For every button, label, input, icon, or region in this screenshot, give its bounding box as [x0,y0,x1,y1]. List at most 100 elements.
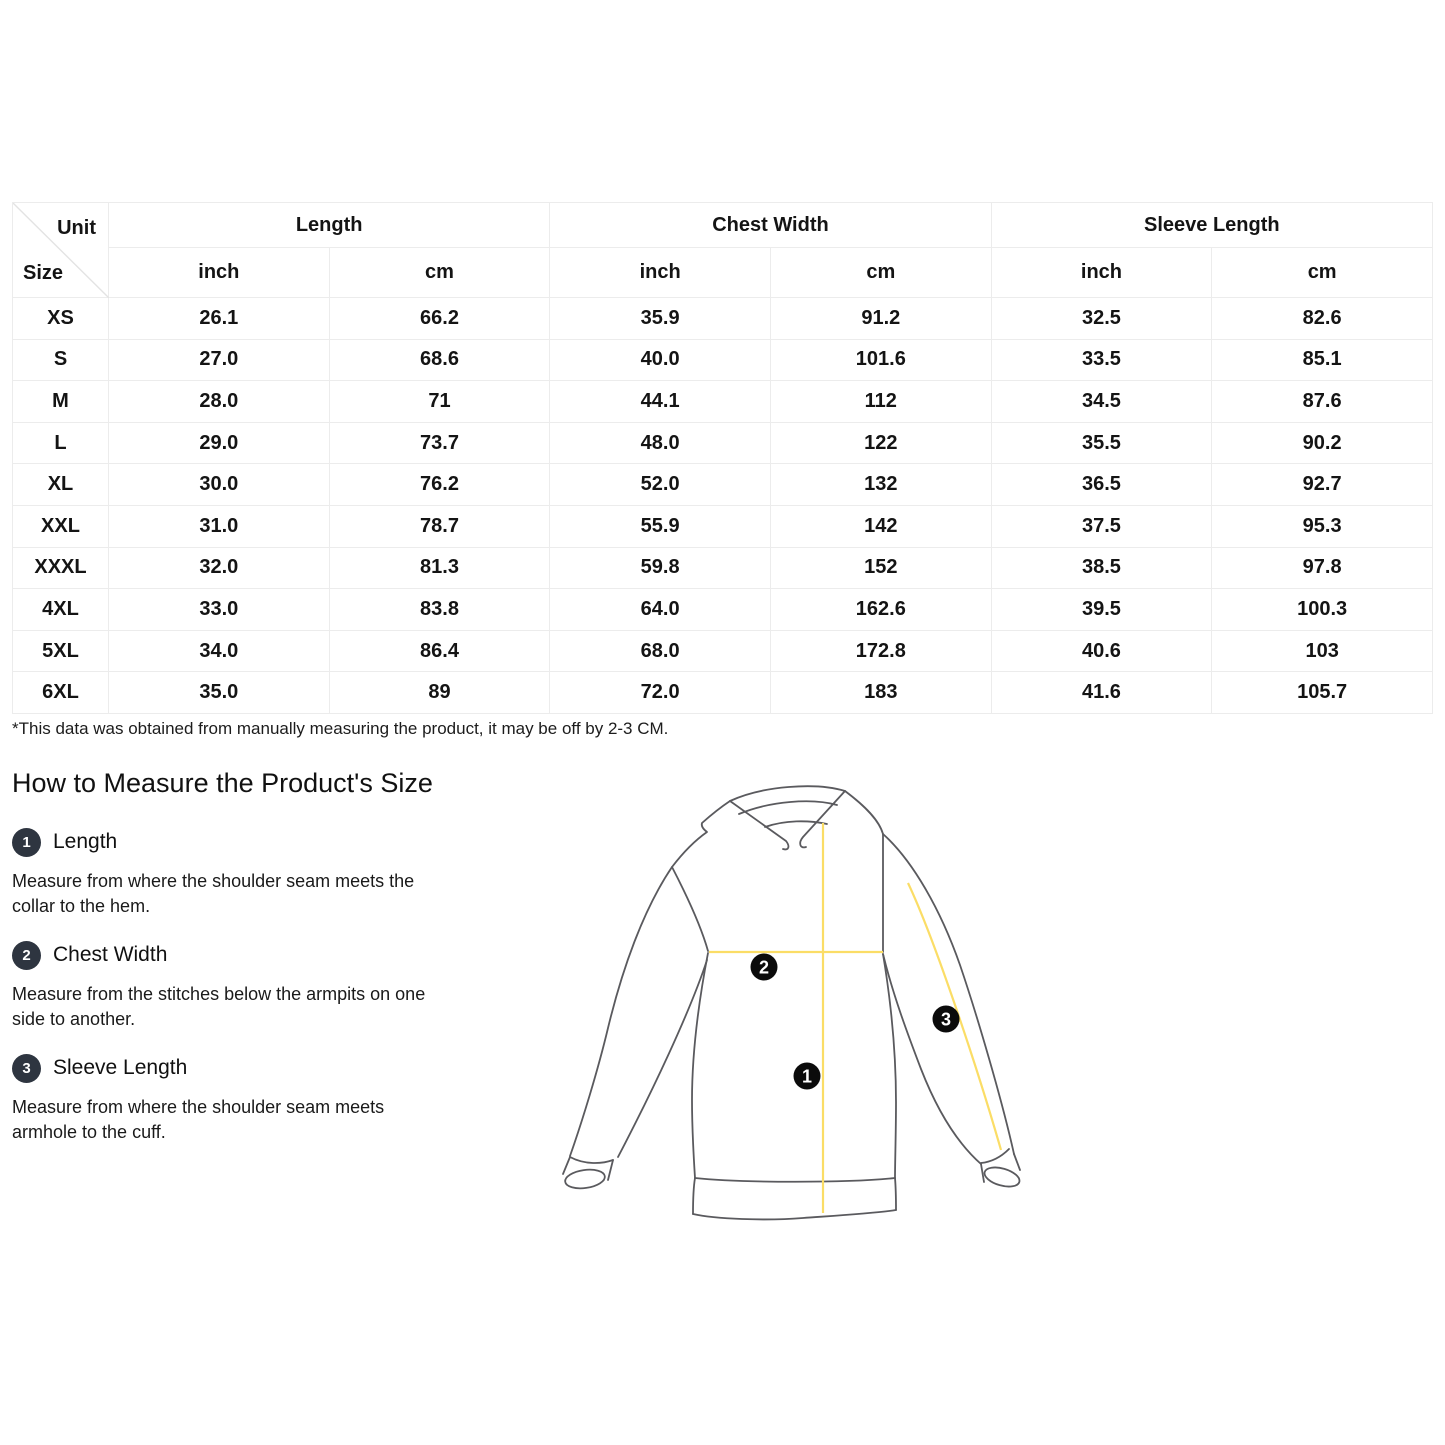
unit-header-cm: cm [328,247,551,298]
numbered-bullet: 3 [12,1053,41,1083]
unit-size-corner-cell: Unit Size [12,202,109,298]
marker-1-circle [793,1062,821,1090]
hoodie-illustration: 1 2 3 [562,785,1021,1221]
table-cell: 59.8 [549,546,771,590]
unit-header-cm: cm [1211,247,1433,298]
table-cell: 172.8 [769,629,992,673]
numbered-bullet: 1 [12,827,41,857]
table-row: XS 26.1 66.2 35.9 91.2 32.5 82.6 [12,297,1433,340]
table-cell: 85.1 [1211,338,1433,382]
sleeve-measure-line [907,882,1003,1151]
table-cell: 87.6 [1211,380,1433,423]
description-line: Measure from where the shoulder seam mee… [12,1097,385,1117]
hoodie-outline [562,785,1021,1221]
right-sleeve-inner [882,953,982,1165]
table-cell: 68.6 [328,338,551,382]
table-cell: 34.0 [108,629,330,673]
table-cell: 103 [1211,629,1433,673]
left-cuff-opening [564,1168,606,1190]
marker-3: 3 [932,1005,960,1033]
table-cell: 81.3 [328,546,551,590]
hood-top-rim [729,785,846,802]
left-sleeve-outer [569,866,673,1157]
table-cell: 39.5 [990,588,1213,631]
row-size-label: S [12,338,109,382]
marker-1: 1 [793,1062,821,1090]
left-cuff-inner [607,1159,614,1181]
table-cell: 35.0 [108,671,330,714]
table-cell: 35.9 [549,297,771,340]
column-group-length: Length [107,202,551,248]
torso-left [691,952,709,1179]
table-cell: 34.5 [990,380,1213,423]
table-cell: 72.0 [549,671,771,714]
marker-2-circle [750,953,778,981]
table-cell: 86.4 [328,629,551,673]
right-cuff-inner [980,1163,985,1183]
row-size-label: XS [12,297,109,340]
size-chart-table: Unit Size Length Chest Width Sleeve Leng… [12,202,1434,714]
left-sleeve-inner [617,959,708,1158]
table-cell: 82.6 [1211,297,1433,340]
howto-item-label-row: 3 Sleeve Length [12,1053,187,1083]
column-group-chest-width: Chest Width [549,202,992,248]
description-line: collar to the hem. [12,896,151,916]
howto-item-label-row: 2 Chest Width [12,940,167,970]
table-cell: 122 [769,421,992,465]
right-cuff-opening [983,1166,1021,1188]
table-cell: 40.6 [990,629,1213,673]
measurement-note: *This data was obtained from manually me… [12,719,669,738]
table-cell: 66.2 [328,297,551,340]
description-line: Measure from the stitches below the armp… [12,984,426,1004]
right-cuff-outer [1013,1153,1021,1171]
table-cell: 83.8 [328,588,551,631]
unit-header-inch: inch [990,247,1213,298]
left-yoke-seam [671,866,709,952]
table-cell: 183 [769,671,992,714]
row-size-label: XXXL [12,546,109,590]
group-header-row: Unit Size Length Chest Width Sleeve Leng… [12,202,1434,298]
table-row: L 29.0 73.7 48.0 122 35.5 90.2 [12,421,1433,465]
table-cell: 89 [328,671,551,714]
table-cell: 30.0 [108,463,330,506]
howto-item-label: Length [53,830,118,853]
description-line: armhole to the cuff. [12,1122,166,1142]
description-line: Measure from where the shoulder seam mee… [12,871,415,891]
marker-2-number: 2 [759,958,769,978]
table-cell: 35.5 [990,421,1213,465]
table-row: 6XL 35.0 89 72.0 183 41.6 105.7 [12,671,1433,714]
marker-3-circle [932,1005,960,1033]
unit-header-row: inch cm inch cm inch cm [13,247,1433,298]
table-cell: 162.6 [769,588,992,631]
table-cell: 55.9 [549,504,771,548]
table-cell: 33.5 [990,338,1213,382]
row-size-label: XXL [12,504,109,548]
table-cell: 40.0 [549,338,771,382]
howto-item-description: Measure from the stitches below the armp… [12,982,425,1032]
unit-header-inch: inch [549,247,771,298]
table-cell: 112 [769,380,992,423]
hood-collar-back [764,820,828,828]
table-cell: 64.0 [549,588,771,631]
table-row: XL 30.0 76.2 52.0 132 36.5 92.7 [12,463,1433,506]
hood-outer-right [844,790,884,835]
measurement-lines [709,823,1003,1213]
table-cell: 92.7 [1211,463,1433,506]
table-cell: 76.2 [328,463,551,506]
marker-1-number: 1 [802,1067,812,1087]
table-row: XXL 31.0 78.7 55.9 142 37.5 95.3 [12,504,1433,548]
table-cell: 29.0 [108,421,330,465]
table-row: M 28.0 71 44.1 112 34.5 87.6 [12,380,1433,423]
unit-header-inch: inch [108,247,330,298]
marker-3-number: 3 [941,1010,951,1030]
row-size-label: XL [12,463,109,506]
left-cuff-seam [569,1156,614,1164]
corner-diagonal-line [13,203,109,298]
table-cell: 105.7 [1211,671,1433,714]
howto-item-description: Measure from where the shoulder seam mee… [12,869,414,919]
row-size-label: 4XL [12,588,109,631]
table-cell: 71 [328,380,551,423]
table-cell: 95.3 [1211,504,1433,548]
table-cell: 132 [769,463,992,506]
table-cell: 41.6 [990,671,1213,714]
